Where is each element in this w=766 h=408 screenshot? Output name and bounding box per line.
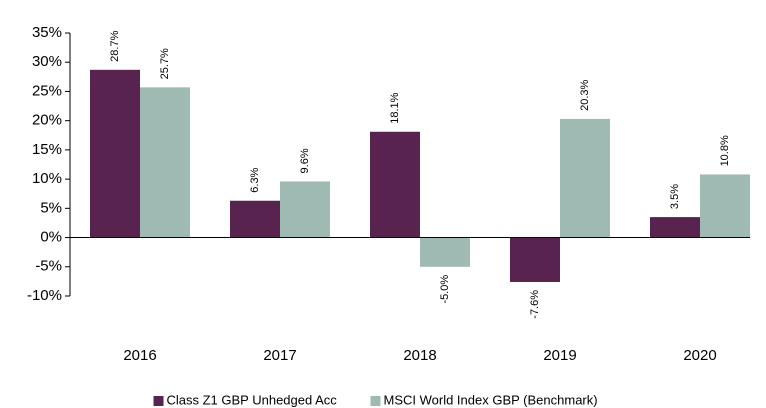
data-label: -5.0%	[439, 275, 451, 304]
x-tick-label: 2017	[263, 347, 296, 364]
bar	[370, 131, 420, 238]
bar	[420, 237, 470, 267]
y-tick-label: 20%	[32, 112, 62, 129]
x-tick-label: 2018	[403, 347, 436, 364]
bar	[230, 200, 280, 238]
data-label: 18.1%	[389, 92, 401, 123]
legend-label: MSCI World Index GBP (Benchmark)	[384, 392, 598, 407]
bar	[510, 237, 560, 282]
y-tick-label: 35%	[32, 24, 62, 41]
y-tick-label: 15%	[32, 141, 62, 158]
data-label: 3.5%	[669, 184, 681, 209]
bar	[140, 87, 190, 238]
data-label: 20.3%	[579, 80, 591, 111]
data-label: 6.3%	[249, 167, 261, 192]
x-tick-label: 2016	[123, 347, 156, 364]
bar	[90, 69, 140, 238]
data-label: 28.7%	[109, 30, 121, 61]
y-tick-label: -5%	[35, 258, 62, 275]
bar	[560, 118, 610, 238]
bar	[280, 181, 330, 238]
y-tick-label: 30%	[32, 53, 62, 70]
bar	[700, 174, 750, 238]
y-tick-label: 25%	[32, 82, 62, 99]
legend-swatch	[153, 396, 164, 406]
data-label: 25.7%	[159, 48, 171, 79]
x-tick-label: 2020	[683, 347, 716, 364]
y-tick-label: 0%	[40, 229, 62, 246]
legend-swatch	[370, 396, 381, 406]
bar	[650, 217, 700, 238]
data-label: -7.6%	[529, 290, 541, 319]
y-tick-label: 5%	[40, 199, 62, 216]
y-tick-label: 10%	[32, 170, 62, 187]
y-tick-label: -10%	[27, 287, 62, 304]
data-label: 9.6%	[299, 148, 311, 173]
x-tick-label: 2019	[543, 347, 576, 364]
legend-label: Class Z1 GBP Unhedged Acc	[167, 392, 338, 407]
data-label: 10.8%	[719, 135, 731, 166]
